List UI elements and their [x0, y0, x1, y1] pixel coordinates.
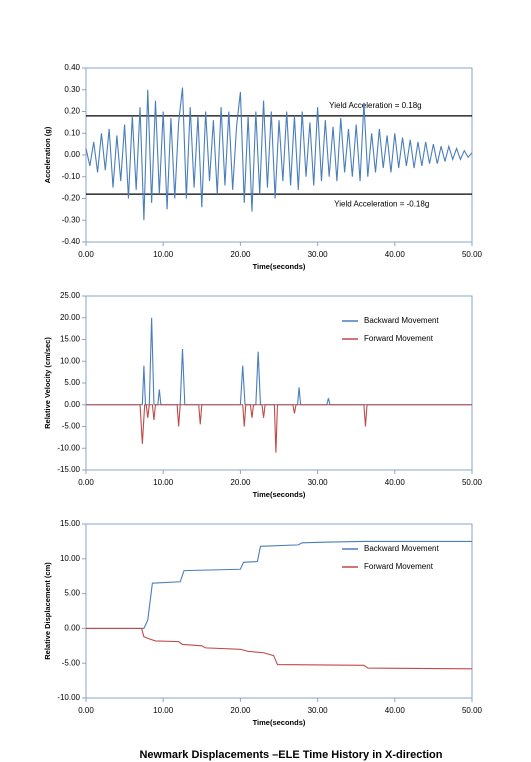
- x-tick-label: 20.00: [230, 478, 251, 487]
- x-tick-label: 30.00: [308, 478, 329, 487]
- x-tick-label: 30.00: [308, 706, 329, 715]
- y-tick-label: 10.00: [60, 554, 81, 563]
- annotation: Yield Acceleration = -0.18g: [334, 199, 429, 208]
- y-tick-label: 5.00: [64, 378, 80, 387]
- x-tick-label: 10.00: [153, 478, 174, 487]
- x-tick-label: 10.00: [153, 706, 174, 715]
- y-tick-label: 10.00: [60, 356, 81, 365]
- x-tick-label: 20.00: [230, 250, 251, 259]
- y-tick-label: 0.20: [64, 107, 80, 116]
- x-tick-label: 20.00: [230, 706, 251, 715]
- y-tick-label: 5.00: [64, 589, 80, 598]
- legend-label: Backward Movement: [364, 544, 439, 553]
- y-tick-label: -0.20: [62, 194, 81, 203]
- data-line: [86, 627, 473, 670]
- y-tick-label: -15.00: [57, 465, 80, 474]
- plot-area: [85, 523, 473, 699]
- data-line: [86, 540, 472, 629]
- x-tick-label: 40.00: [385, 706, 406, 715]
- y-tick-label: 0.00: [64, 150, 80, 159]
- x-tick-label: 50.00: [462, 250, 483, 259]
- y-tick-label: 0.00: [64, 624, 80, 633]
- y-axis-title: Relative Velocity (cm/sec): [43, 337, 52, 429]
- y-tick-label: 0.40: [64, 63, 80, 72]
- y-tick-label: -10.00: [57, 693, 80, 702]
- legend-label: Backward Movement: [364, 316, 439, 325]
- y-tick-label: -5.00: [62, 422, 81, 431]
- y-axis-title: Relative Displacement (cm): [43, 562, 52, 660]
- y-tick-label: 20.00: [60, 313, 81, 322]
- x-tick-label: 0.00: [78, 478, 94, 487]
- data-line: [85, 87, 473, 221]
- y-tick-label: 25.00: [60, 291, 81, 300]
- y-tick-label: -5.00: [62, 658, 81, 667]
- y-tick-label: 15.00: [60, 335, 81, 344]
- x-tick-label: 10.00: [153, 250, 174, 259]
- legend-label: Forward Movement: [364, 334, 434, 343]
- caption: Newmark Displacements –ELE Time History …: [139, 749, 442, 761]
- y-tick-label: -10.00: [57, 443, 80, 452]
- x-tick-label: 40.00: [385, 250, 406, 259]
- y-tick-label: -0.40: [62, 237, 81, 246]
- x-tick-label: 40.00: [385, 478, 406, 487]
- x-tick-label: 0.00: [78, 706, 94, 715]
- y-tick-label: 0.10: [64, 128, 80, 137]
- x-tick-label: 30.00: [308, 250, 329, 259]
- x-tick-label: 50.00: [462, 706, 483, 715]
- annotation: Yield Acceleration = 0.18g: [329, 101, 421, 110]
- data-line: [86, 404, 472, 453]
- y-tick-label: 0.00: [64, 400, 80, 409]
- y-tick-label: -0.10: [62, 172, 81, 181]
- y-axis-title: Acceleration (g): [43, 126, 52, 183]
- x-tick-label: 50.00: [462, 478, 483, 487]
- x-axis-title: Time(seconds): [253, 262, 306, 271]
- x-axis-title: Time(seconds): [253, 718, 306, 727]
- x-axis-title: Time(seconds): [253, 490, 306, 499]
- y-tick-label: 0.30: [64, 85, 80, 94]
- x-tick-label: 0.00: [78, 250, 94, 259]
- y-tick-label: 15.00: [60, 519, 81, 528]
- y-tick-label: -0.30: [62, 215, 81, 224]
- legend-label: Forward Movement: [364, 562, 434, 571]
